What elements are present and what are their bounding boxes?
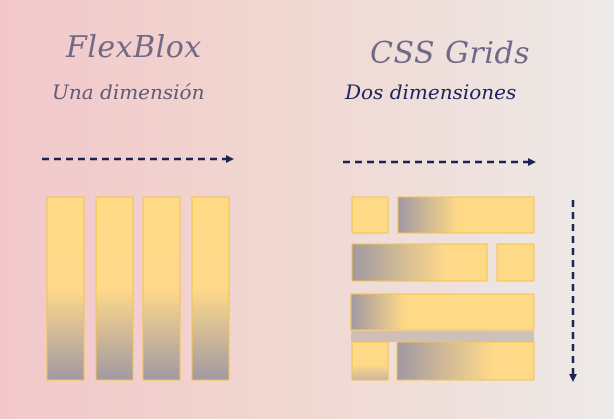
grid-item-7 [396, 341, 535, 381]
grid-item-3 [351, 243, 488, 282]
flex-item-3 [142, 196, 181, 381]
grid-item-5 [350, 293, 535, 331]
grid-item-2 [397, 196, 535, 234]
grid-subtitle: Dos dimensiones [345, 80, 517, 104]
flex-item-2 [95, 196, 134, 381]
flex-item-1 [46, 196, 85, 381]
grid-row-4-background [351, 331, 534, 342]
flexbox-subtitle: Una dimensión [52, 80, 205, 104]
grid-title: CSS Grids [370, 36, 531, 71]
grid-item-4 [496, 243, 535, 282]
flexbox-title: FlexBlox [66, 30, 202, 65]
grid-item-6 [351, 341, 389, 381]
grid-item-1 [351, 196, 389, 234]
flex-item-4 [191, 196, 230, 381]
